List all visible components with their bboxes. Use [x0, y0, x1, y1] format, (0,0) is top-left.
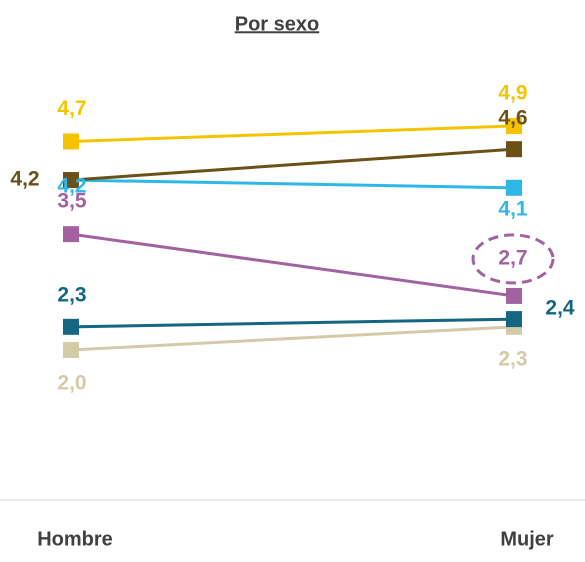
series-line	[70, 317, 515, 329]
point-marker	[506, 179, 522, 196]
data-label: 4,1	[498, 197, 528, 220]
data-label: 2,3	[498, 347, 527, 370]
highlight-circle	[471, 233, 555, 285]
series-line	[70, 325, 515, 352]
point-marker	[506, 118, 522, 134]
x-tick-label: Hombre	[37, 528, 113, 550]
data-label: 2,4	[545, 297, 575, 320]
data-label: 2,0	[57, 372, 86, 395]
point-marker	[63, 133, 79, 150]
point-marker	[506, 287, 522, 304]
series-line	[70, 178, 515, 190]
point-marker	[63, 226, 79, 243]
point-marker	[63, 342, 79, 358]
series-line	[70, 147, 515, 182]
data-label: 4,7	[57, 97, 86, 120]
chart-title: Por sexo	[235, 13, 319, 35]
data-label: 3,5	[57, 190, 87, 213]
data-label: 4,2	[10, 168, 39, 191]
series-line	[70, 124, 515, 143]
data-label: 2,3	[57, 283, 86, 306]
point-marker	[506, 311, 522, 328]
x-tick-label: Mujer	[500, 528, 554, 550]
data-label: 2,7	[498, 246, 527, 269]
point-marker	[63, 172, 79, 189]
point-marker	[63, 318, 79, 335]
data-label: 4,9	[498, 82, 527, 105]
point-marker	[506, 141, 522, 158]
data-label: 4,2	[57, 175, 86, 198]
data-label: 4,6	[498, 107, 527, 130]
series-line	[70, 232, 515, 298]
